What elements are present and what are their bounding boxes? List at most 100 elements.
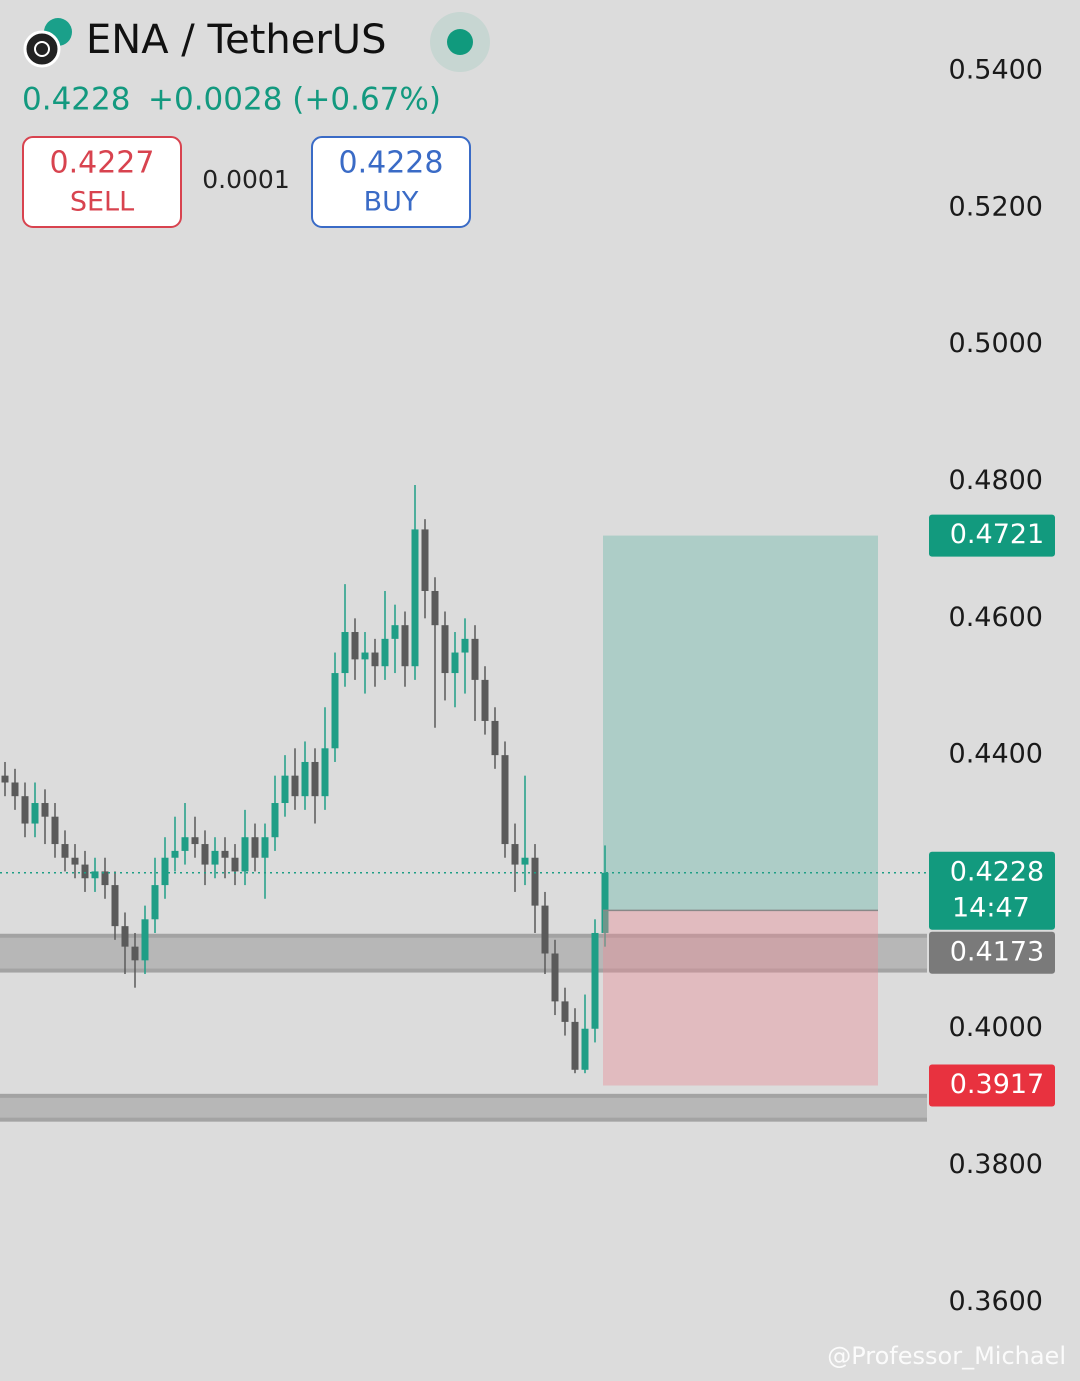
candle-body [111,885,119,927]
candle-body [591,932,599,1029]
price: 0.4228 [22,82,130,118]
y-tick-label: 0.4400 [949,739,1043,770]
y-tick-label: 0.3600 [949,1286,1043,1317]
candle-body [311,761,319,797]
y-tick-label: 0.3800 [949,1149,1043,1180]
candle-body [11,782,19,797]
candle-body [511,844,519,865]
candle-body [351,632,359,660]
candle-body [331,673,339,749]
sell-label: SELL [70,187,134,218]
candle-body [151,885,159,920]
candle-body [361,652,369,660]
candle-body [121,926,129,947]
price-badge [929,514,1055,557]
candle-body [381,638,389,667]
candle-body [281,775,289,804]
logo [34,41,50,57]
zone-core [0,937,927,969]
candle-body [181,837,189,851]
price-badge [929,1064,1055,1107]
y-tick-label: 0.4600 [949,602,1043,633]
candle-body [131,946,139,961]
candle-body [581,1028,589,1070]
candle-body [191,837,199,845]
buy-label: BUY [364,187,419,218]
candle-body [451,652,459,674]
candle-body [241,837,249,872]
candle-body [521,857,529,865]
price-badge [929,931,1055,974]
candle-body [221,850,229,858]
candle-body [501,755,509,845]
candle-body [391,625,399,639]
zone-core [0,1097,927,1118]
candle-body [481,679,489,721]
candle-body [571,1021,579,1070]
candle-body [291,775,299,797]
candle-body [101,871,109,886]
candle-body [41,803,49,817]
candle-body [251,837,259,858]
candle-body [171,850,179,858]
candle-body [321,748,329,797]
y-tick-label: 0.5400 [949,55,1043,86]
candle-body [21,796,29,824]
buy-price: 0.4228 [339,146,444,181]
sell-price: 0.4227 [50,146,155,181]
candle-body [91,871,99,879]
candle-body [471,638,479,680]
candle-body [81,864,89,879]
candle-body [531,857,539,906]
y-tick-label: 0.5000 [949,328,1043,359]
candle-body [231,857,239,872]
candle-body [371,652,379,667]
plot: 0.3600 0.3800 0.4000 0.4400 0.4600 0.4800 0.50… [0,55,1043,1317]
price-badge-label: 0.3917 [950,1069,1044,1100]
candle-body [341,632,349,674]
watermark: @Professor_Michael [827,1342,1066,1370]
candle-body [1,775,9,783]
candle-body [601,872,609,933]
candle-body [71,857,79,865]
candle-body [441,625,449,674]
candle-body [141,919,149,961]
header: ENA / TetherUS 0.4228 +0.0028 (+0.67%) 0… [22,12,490,228]
candle-body [261,837,269,858]
candle-body [431,590,439,626]
candle-body [201,844,209,865]
candle-body [401,625,409,667]
loss-zone [603,910,878,1086]
y-tick-label: 0.5200 [949,191,1043,222]
change: +0.0028 (+0.67%) [148,82,441,118]
candle-body [491,720,499,756]
candle-body [421,529,429,591]
candle-body [541,905,549,954]
candle-body [61,844,69,858]
y-tick-label: 0.4000 [949,1012,1043,1043]
price-badge [929,851,1055,930]
countdown: 14:47 [952,892,1030,923]
buy-button[interactable] [311,136,471,228]
price-badge-label: 0.4173 [950,936,1044,967]
candle-body [411,529,419,667]
spread: 0.0001 [202,165,289,194]
candle-body [561,1001,569,1022]
candle-body [161,857,169,886]
symbol: ENA / TetherUS [86,17,386,63]
candle-body [301,761,309,797]
candle-body [551,953,559,1002]
sell-button[interactable] [22,136,182,228]
candle-body [271,803,279,838]
logo [23,30,61,68]
candle-body [211,850,219,865]
status [447,29,473,55]
price-badge-label: 0.4228 [950,856,1044,887]
candle-body [51,816,59,845]
candle-body [31,803,39,824]
price-badge-label: 0.4721 [950,519,1044,550]
y-tick-label: 0.4800 [949,465,1043,496]
